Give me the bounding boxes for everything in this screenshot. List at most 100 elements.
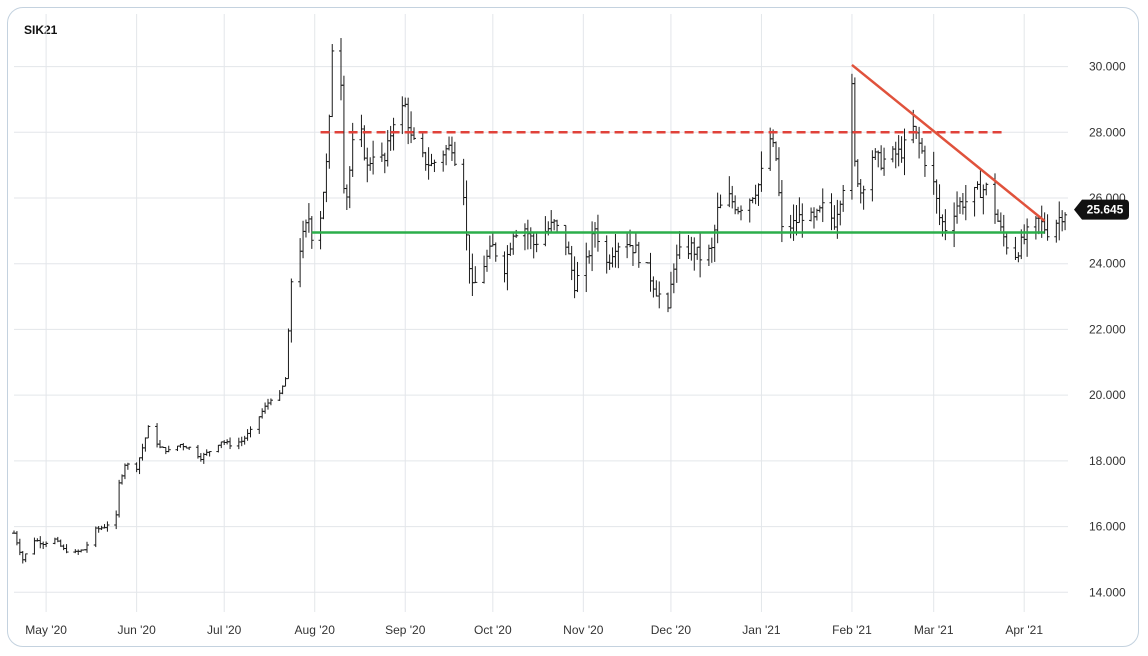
ohlc-bar	[61, 544, 66, 551]
ohlc-bar	[575, 261, 580, 293]
ohlc-bar	[32, 537, 37, 555]
ohlc-bar	[841, 184, 846, 212]
ohlc-bar	[657, 281, 662, 309]
ohlc-bar	[432, 159, 437, 173]
ohlc-bar	[268, 398, 273, 406]
downtrend-line	[851, 63, 1046, 222]
chart-symbol-title: SIK21	[24, 23, 58, 37]
ohlc-bar	[301, 220, 306, 259]
ohlc-bar	[318, 210, 323, 250]
ohlc-bar	[931, 151, 936, 195]
x-axis: May '20 Jun '20 Jul '20 Aug '20 Sep '20 Oct '…	[25, 623, 1043, 637]
ohlc-bar	[1016, 252, 1021, 263]
ohlc-bar	[636, 241, 641, 268]
ohlc-bar	[280, 385, 285, 395]
ohlc-bar	[409, 111, 414, 144]
ohlc-bar	[452, 141, 457, 167]
y-tick-label: 24.000	[1089, 257, 1126, 271]
last-price-label: 25.645	[1087, 203, 1124, 217]
ohlc-bar	[648, 252, 653, 292]
ohlc-bar	[534, 233, 539, 253]
y-tick-label: 18.000	[1089, 454, 1126, 468]
ohlc-bar	[934, 179, 939, 214]
ohlc-bar	[709, 237, 714, 263]
ohlc-bar	[444, 144, 449, 166]
ohlc-bar	[406, 97, 411, 145]
ohlc-bar	[1019, 229, 1024, 260]
ohlc-bar	[873, 148, 878, 160]
ohlc-bar	[730, 185, 735, 209]
ohlc-bar	[995, 209, 1000, 223]
x-tick-label: Feb '21	[832, 623, 872, 637]
ohlc-bar	[855, 159, 860, 188]
ohlc-bar	[134, 462, 139, 473]
ohlc-bar	[306, 203, 311, 233]
ohlc-bar	[1033, 216, 1038, 240]
ohlc-bar	[1025, 218, 1030, 257]
ohlc-bar	[695, 246, 700, 260]
x-tick-label: May '20	[25, 623, 67, 637]
ohlc-bar	[698, 232, 703, 278]
ohlc-bar	[263, 402, 268, 414]
ohlc-bar	[76, 549, 81, 555]
ohlc-bar	[93, 526, 98, 548]
ohlc-bar	[955, 191, 960, 224]
ohlc-bar	[852, 77, 857, 167]
ohlc-bar	[738, 205, 743, 221]
x-tick-label: Jan '21	[742, 623, 781, 637]
ohlc-bar	[1001, 214, 1006, 247]
ohlc-bar	[607, 254, 612, 270]
ohlc-bar	[228, 437, 233, 450]
ohlc-bar	[441, 150, 446, 172]
ohlc-bar	[829, 193, 834, 231]
x-tick-label: Jul '20	[207, 623, 242, 637]
ohlc-bar	[820, 188, 825, 223]
ohlc-bar	[245, 429, 250, 441]
ohlc-bar	[330, 44, 335, 118]
x-tick-label: Jun '20	[117, 623, 156, 637]
x-tick-label: Dec '20	[651, 623, 692, 637]
ohlc-bar	[671, 263, 676, 294]
ohlc-bar	[163, 447, 168, 455]
ohlc-bar	[549, 210, 554, 233]
ohlc-bar	[715, 192, 720, 244]
ohlc-bar	[216, 444, 221, 453]
ohlc-bar	[858, 179, 863, 204]
ohlc-bar	[447, 136, 452, 151]
ohlc-bar	[1063, 212, 1068, 231]
ohlc-bar	[219, 441, 224, 449]
ohlc-bar	[289, 278, 294, 343]
ohlc-bar	[257, 416, 262, 434]
x-tick-label: Aug '20	[295, 623, 336, 637]
ohlc-bar	[117, 479, 122, 518]
ohlc-bar	[324, 153, 329, 203]
ohlc-bar	[44, 541, 49, 548]
ohlc-bar	[981, 184, 986, 215]
ohlc-bar	[464, 180, 469, 251]
ohlc-bar	[266, 398, 271, 410]
ohlc-bar	[493, 242, 498, 262]
ohlc-bar	[937, 184, 942, 226]
ohlc-bar	[105, 521, 110, 532]
ohlc-bar	[449, 136, 454, 161]
grid	[14, 14, 1068, 612]
ohlc-bar	[811, 207, 816, 229]
ohlc-bar	[902, 128, 907, 176]
ohlc-bar	[587, 250, 592, 264]
ohlc-bar	[41, 541, 46, 550]
ohlc-bar	[420, 132, 425, 158]
ohlc-bar	[555, 219, 560, 233]
ohlc-bar	[140, 443, 145, 461]
ohlc-bar	[727, 176, 732, 208]
ohlc-bar	[584, 242, 589, 293]
ohlc-bar	[482, 255, 487, 284]
ohlc-bar	[64, 544, 69, 554]
ohlc-bar	[768, 127, 773, 171]
ohlc-bar	[593, 222, 598, 248]
ohlc-bar	[286, 328, 291, 380]
ohlc-bar	[411, 127, 416, 140]
last-price-tag: 25.645	[1074, 199, 1129, 220]
ohlc-bar	[753, 184, 758, 205]
ohlc-bar	[341, 75, 346, 194]
